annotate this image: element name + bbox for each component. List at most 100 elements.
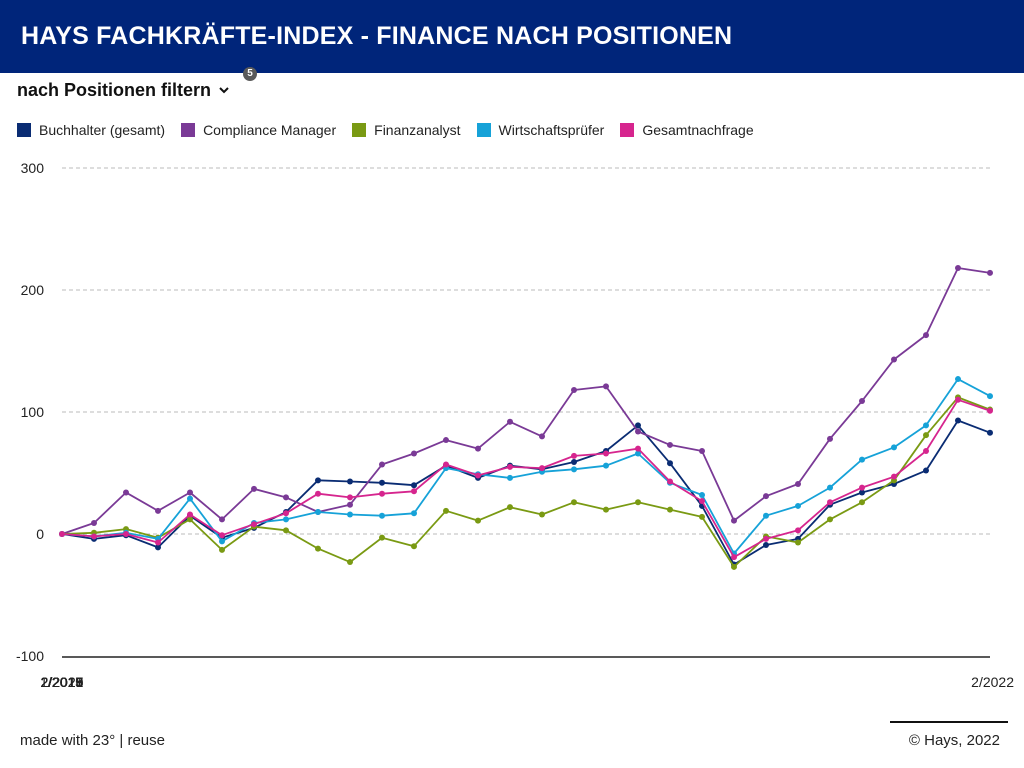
x-tick-label: 2/2021 <box>41 674 84 690</box>
data-point <box>923 422 929 429</box>
data-point <box>315 545 321 552</box>
legend-item-gesamtnachfrage[interactable]: Gesamtnachfrage <box>620 122 754 138</box>
legend-label: Finanzanalyst <box>374 122 461 138</box>
data-point <box>923 332 929 339</box>
data-point <box>859 499 865 506</box>
data-point <box>123 489 129 496</box>
data-point <box>571 459 577 466</box>
data-point <box>187 511 193 518</box>
data-point <box>635 428 641 435</box>
data-point <box>603 506 609 513</box>
data-point <box>571 499 577 506</box>
data-point <box>283 494 289 501</box>
legend-swatch <box>181 123 196 137</box>
data-point <box>923 448 929 455</box>
legend-label: Wirtschaftsprüfer <box>498 122 605 138</box>
x-tick-label: 2/2020 <box>41 674 84 690</box>
legend-item-finanzanalyst[interactable]: Finanzanalyst <box>352 122 461 138</box>
legend-label: Compliance Manager <box>203 122 337 138</box>
data-point <box>955 417 961 424</box>
x-tick-label: 2/2022 <box>971 674 1014 690</box>
y-tick-label: 300 <box>21 160 45 176</box>
data-point <box>667 460 673 467</box>
x-tick-label: 2/2017 <box>41 674 84 690</box>
data-point <box>635 499 641 506</box>
data-point <box>667 506 673 513</box>
footer: made with 23° | reuse © Hays, 2022 <box>20 721 1008 762</box>
data-point <box>123 531 129 537</box>
data-point <box>603 450 609 457</box>
data-point <box>859 489 865 496</box>
data-point <box>571 387 577 394</box>
data-point <box>283 510 289 517</box>
data-point <box>379 479 385 486</box>
data-point <box>795 539 801 546</box>
data-point <box>507 474 513 481</box>
y-tick-label: 0 <box>36 526 44 542</box>
data-point <box>795 527 801 534</box>
chevron-down-icon <box>219 87 229 94</box>
data-point <box>859 398 865 405</box>
data-point <box>251 521 257 528</box>
data-point <box>475 445 481 452</box>
data-point <box>987 407 993 414</box>
x-tick-label: 2/2019 <box>41 674 84 690</box>
data-point <box>411 488 417 495</box>
data-point <box>507 463 513 470</box>
x-tick-label: 1/2015 <box>40 674 83 690</box>
data-point <box>635 450 641 457</box>
filter-count-badge: 5 <box>243 67 257 81</box>
data-point <box>219 516 225 523</box>
data-point <box>187 489 193 496</box>
data-point <box>667 478 673 485</box>
data-point <box>987 269 993 276</box>
data-point <box>379 512 385 519</box>
position-filter-dropdown[interactable]: nach Positionen filtern <box>17 78 231 102</box>
data-point <box>923 432 929 439</box>
chart-legend: Buchhalter (gesamt) Compliance Manager F… <box>17 120 770 140</box>
data-point <box>315 490 321 497</box>
data-point <box>571 466 577 473</box>
data-point <box>699 498 705 505</box>
data-point <box>763 541 769 548</box>
data-point <box>187 516 193 523</box>
data-point <box>219 546 225 553</box>
data-point <box>763 535 769 542</box>
data-point <box>955 265 961 272</box>
page-title: HAYS FACHKRÄFTE-INDEX - FINANCE NACH POS… <box>21 22 733 50</box>
data-point <box>507 418 513 425</box>
data-point <box>987 393 993 400</box>
data-point <box>443 437 449 444</box>
data-point <box>347 511 353 518</box>
data-point <box>315 509 321 516</box>
data-point <box>411 543 417 550</box>
data-point <box>795 502 801 509</box>
data-point <box>827 435 833 442</box>
legend-label: Gesamtnachfrage <box>642 122 754 138</box>
data-point <box>795 480 801 487</box>
data-point <box>731 554 737 561</box>
data-point <box>827 499 833 506</box>
legend-item-buchhalter[interactable]: Buchhalter (gesamt) <box>17 122 165 138</box>
data-point <box>219 538 225 545</box>
data-point <box>443 507 449 514</box>
data-point <box>91 533 97 540</box>
y-tick-label: -100 <box>16 648 44 664</box>
legend-swatch <box>352 123 367 137</box>
made-with-credit[interactable]: made with 23° | reuse <box>20 732 165 749</box>
data-point <box>731 563 737 570</box>
legend-item-compliance-manager[interactable]: Compliance Manager <box>181 122 336 138</box>
data-point <box>379 534 385 541</box>
legend-item-wirtschaftspruefer[interactable]: Wirtschaftsprüfer <box>476 122 605 138</box>
data-point <box>699 448 705 455</box>
data-point <box>635 445 641 452</box>
x-tick-label: 2/2016 <box>41 674 84 690</box>
data-point <box>155 539 161 546</box>
series-line <box>61 378 991 555</box>
data-point <box>923 467 929 474</box>
data-point <box>603 462 609 469</box>
data-point <box>539 465 545 472</box>
y-tick-label: 200 <box>21 282 45 298</box>
data-point <box>283 527 289 534</box>
series-line <box>61 398 991 559</box>
